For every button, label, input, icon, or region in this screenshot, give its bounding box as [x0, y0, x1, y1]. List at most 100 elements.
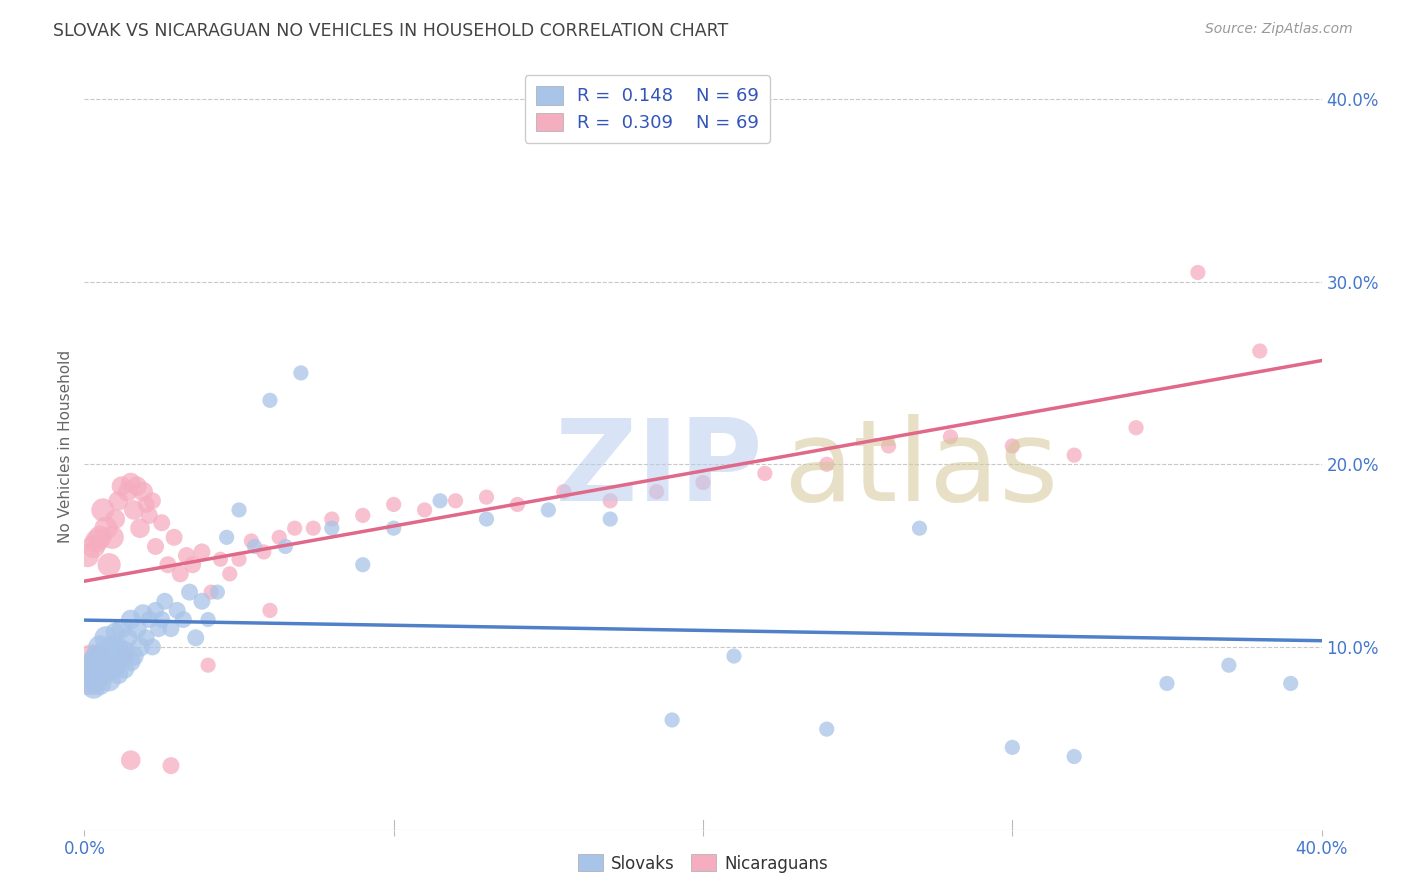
- Point: [86, 658, 108, 673]
- Point: [141, 493, 163, 508]
- Point: [91, 662, 114, 676]
- Point: [181, 558, 204, 572]
- Point: [1001, 740, 1024, 755]
- Point: [197, 658, 219, 673]
- Legend: R =  0.148    N = 69, R =  0.309    N = 69: R = 0.148 N = 69, R = 0.309 N = 69: [524, 75, 770, 143]
- Point: [104, 662, 127, 676]
- Point: [908, 521, 931, 535]
- Point: [506, 498, 529, 512]
- Point: [76, 549, 98, 563]
- Point: [321, 512, 343, 526]
- Point: [132, 607, 155, 621]
- Point: [1063, 749, 1085, 764]
- Point: [120, 613, 142, 627]
- Point: [645, 484, 668, 499]
- Point: [156, 558, 179, 572]
- Point: [243, 540, 266, 554]
- Point: [160, 622, 183, 636]
- Point: [321, 521, 343, 535]
- Legend: Slovaks, Nicaraguans: Slovaks, Nicaraguans: [571, 847, 835, 880]
- Point: [98, 643, 121, 657]
- Point: [1187, 265, 1209, 279]
- Point: [475, 512, 498, 526]
- Point: [475, 490, 498, 504]
- Point: [86, 533, 108, 548]
- Text: ZIP: ZIP: [554, 414, 763, 524]
- Point: [191, 545, 214, 559]
- Point: [444, 493, 467, 508]
- Point: [169, 566, 191, 581]
- Point: [83, 680, 105, 694]
- Point: [815, 457, 838, 471]
- Point: [302, 521, 325, 535]
- Point: [382, 521, 405, 535]
- Point: [114, 643, 136, 657]
- Point: [228, 503, 250, 517]
- Point: [114, 662, 136, 676]
- Point: [89, 530, 111, 544]
- Point: [197, 613, 219, 627]
- Point: [253, 545, 276, 559]
- Point: [1218, 658, 1240, 673]
- Point: [150, 613, 173, 627]
- Point: [89, 676, 111, 690]
- Point: [135, 631, 157, 645]
- Point: [91, 667, 114, 681]
- Point: [290, 366, 312, 380]
- Point: [754, 467, 776, 481]
- Point: [114, 648, 136, 663]
- Point: [599, 512, 621, 526]
- Point: [1156, 676, 1178, 690]
- Point: [1063, 448, 1085, 462]
- Point: [138, 508, 160, 523]
- Point: [101, 640, 124, 654]
- Point: [877, 439, 900, 453]
- Point: [413, 503, 436, 517]
- Point: [98, 558, 121, 572]
- Point: [107, 640, 129, 654]
- Point: [692, 475, 714, 490]
- Point: [129, 521, 152, 535]
- Point: [89, 640, 111, 654]
- Point: [1279, 676, 1302, 690]
- Point: [138, 613, 160, 627]
- Point: [939, 430, 962, 444]
- Point: [163, 530, 186, 544]
- Point: [101, 530, 124, 544]
- Point: [83, 676, 105, 690]
- Point: [120, 753, 142, 767]
- Point: [352, 508, 374, 523]
- Point: [172, 613, 194, 627]
- Point: [274, 540, 297, 554]
- Point: [150, 516, 173, 530]
- Point: [166, 603, 188, 617]
- Point: [1001, 439, 1024, 453]
- Point: [218, 566, 240, 581]
- Point: [284, 521, 307, 535]
- Point: [91, 648, 114, 663]
- Point: [89, 648, 111, 663]
- Point: [94, 658, 117, 673]
- Point: [141, 640, 163, 654]
- Point: [129, 640, 152, 654]
- Text: SLOVAK VS NICARAGUAN NO VEHICLES IN HOUSEHOLD CORRELATION CHART: SLOVAK VS NICARAGUAN NO VEHICLES IN HOUS…: [53, 22, 728, 40]
- Point: [117, 631, 139, 645]
- Text: atlas: atlas: [783, 414, 1059, 524]
- Point: [269, 530, 291, 544]
- Point: [107, 493, 129, 508]
- Point: [661, 713, 683, 727]
- Point: [145, 603, 167, 617]
- Point: [107, 667, 129, 681]
- Point: [120, 475, 142, 490]
- Y-axis label: No Vehicles in Household: No Vehicles in Household: [58, 350, 73, 542]
- Point: [184, 631, 207, 645]
- Point: [120, 655, 142, 669]
- Point: [215, 530, 238, 544]
- Point: [553, 484, 575, 499]
- Point: [191, 594, 214, 608]
- Point: [104, 658, 127, 673]
- Point: [86, 673, 108, 687]
- Point: [79, 648, 101, 663]
- Point: [76, 676, 98, 690]
- Point: [352, 558, 374, 572]
